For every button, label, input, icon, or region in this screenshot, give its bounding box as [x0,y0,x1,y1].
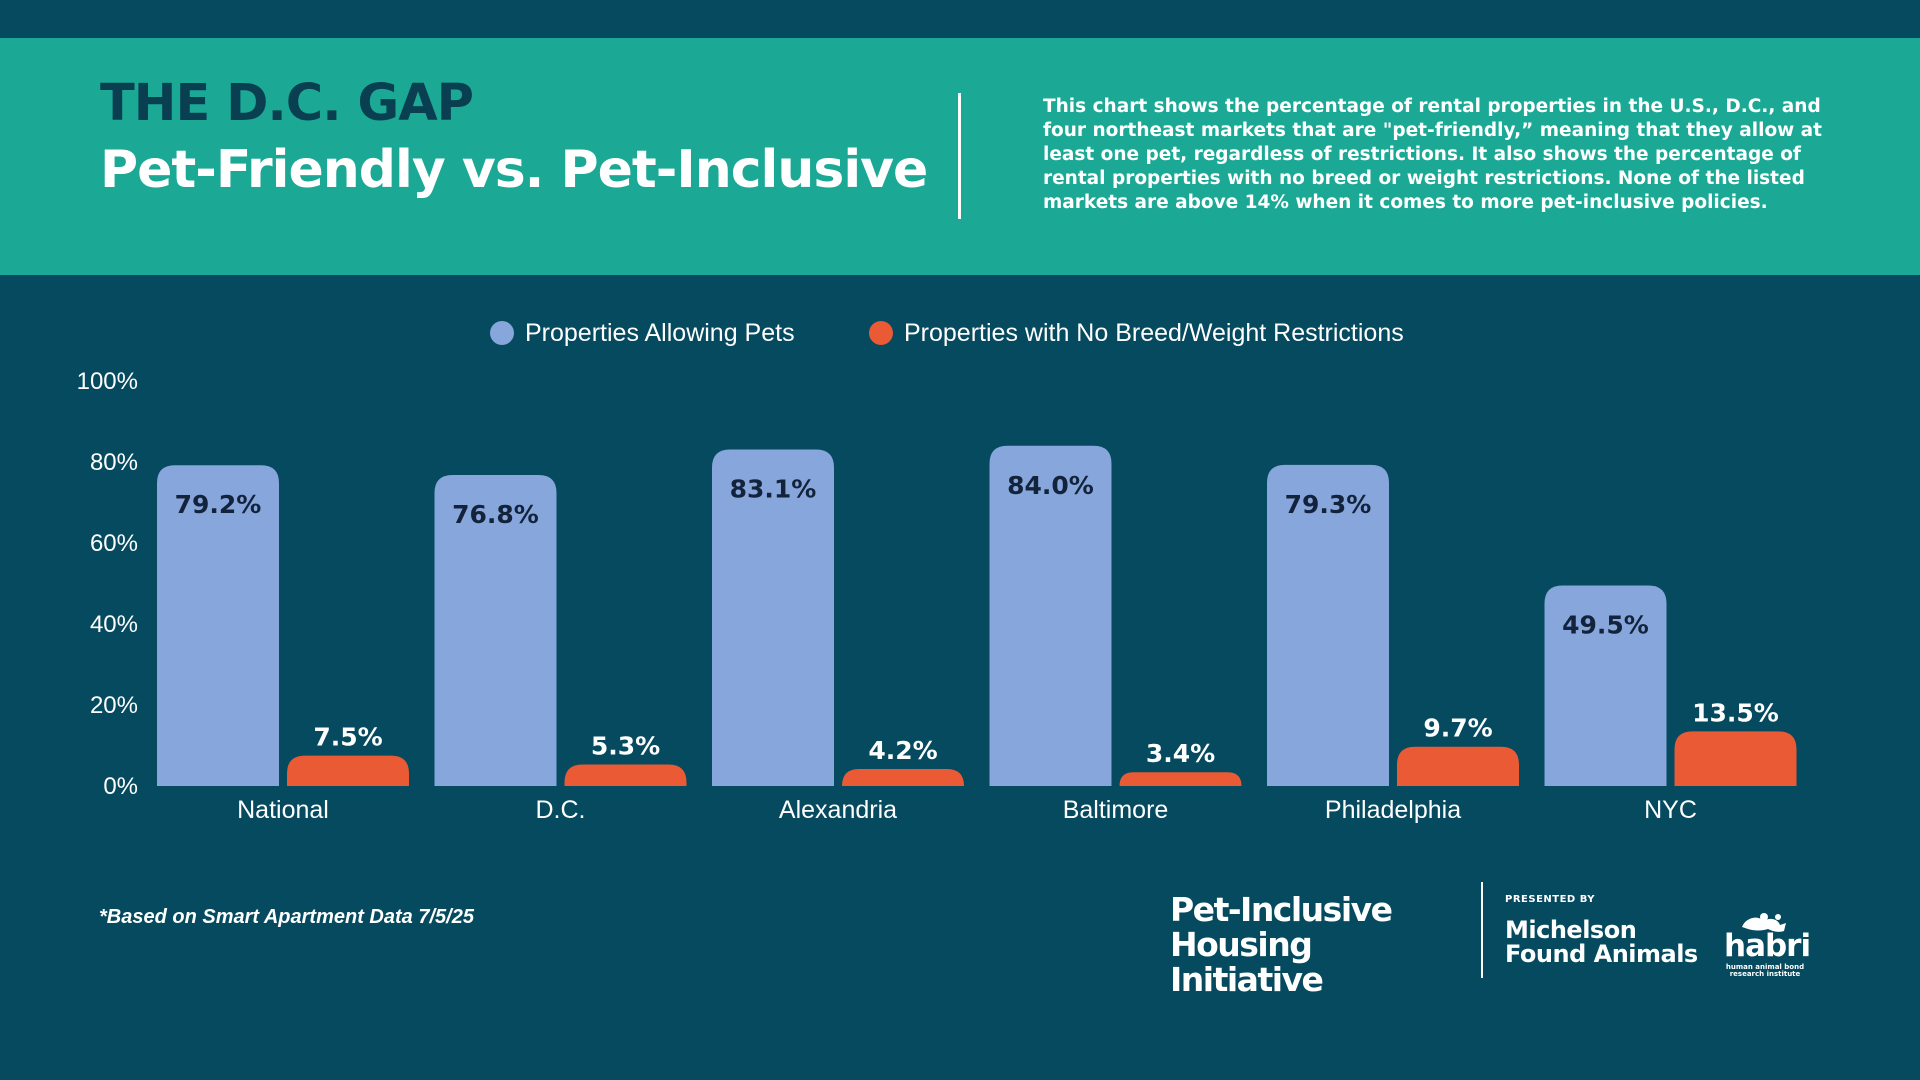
bar [287,755,409,786]
source-footnote: *Based on Smart Apartment Data 7/5/25 [99,906,474,928]
data-label: 79.2% [175,490,262,519]
header-divider [958,93,961,219]
legend-swatch [490,321,514,345]
bar [842,768,964,786]
habri-wordmark: habri [1724,928,1811,964]
x-tick-label: National [237,796,329,824]
y-tick-label: 100% [77,368,138,395]
x-tick-label: D.C. [536,796,586,824]
bar [1267,464,1389,786]
bar [564,764,687,786]
page-kicker: THE D.C. GAP [100,74,474,133]
org-line-1: Michelson [1505,916,1637,944]
y-tick-label: 0% [103,773,138,800]
x-tick-label: NYC [1644,796,1697,824]
x-tick-label: Baltimore [1063,796,1169,824]
bar [712,449,834,786]
data-label: 76.8% [452,500,539,529]
data-label: 3.4% [1146,739,1215,768]
bar [1119,772,1242,786]
initiative-line-2: Housing Initiative [1170,925,1324,999]
data-label: 84.0% [1007,471,1094,500]
dog-cat-logo-icon [1742,913,1786,932]
initiative-logo: Pet-Inclusive Housing Initiative [1170,892,1470,997]
data-label: 79.3% [1285,490,1372,519]
x-tick-label: Philadelphia [1325,796,1461,824]
org-line-2: Found Animals [1505,940,1698,968]
data-label: 9.7% [1423,714,1492,743]
michelson-logo: Michelson Found Animals [1505,918,1725,966]
y-tick-label: 40% [90,611,138,638]
legend-label: Properties with No Breed/Weight Restrict… [904,319,1404,347]
data-label: 4.2% [868,736,937,765]
y-tick-label: 80% [90,449,138,476]
y-tick-label: 60% [90,530,138,557]
habri-subtitle: human animal bond research institute [1725,963,1805,978]
data-label: 5.3% [591,732,660,761]
data-label: 83.1% [730,474,817,503]
bar [157,465,279,786]
bar [1674,731,1797,786]
bar [1397,746,1519,786]
bar-chart: 0% 20% 40% 60% 80% 100% Properties Allowing Pe… [77,319,1797,824]
legend-label: Properties Allowing Pets [525,319,795,347]
bar [1544,585,1667,786]
chart-description: This chart shows the percentage of renta… [1043,96,1823,213]
y-tick-label: 20% [90,692,138,719]
data-label: 13.5% [1692,698,1779,727]
presented-by-label: PRESENTED BY [1505,894,1596,905]
bar [434,474,557,786]
data-label: 49.5% [1562,611,1649,640]
x-tick-label: Alexandria [779,796,897,824]
bar [989,445,1112,786]
footer-divider [1481,882,1483,978]
initiative-line-1: Pet-Inclusive [1170,890,1393,929]
page-title: Pet-Friendly vs. Pet-Inclusive [100,140,928,200]
data-label: 7.5% [313,723,382,752]
legend-swatch [869,321,893,345]
